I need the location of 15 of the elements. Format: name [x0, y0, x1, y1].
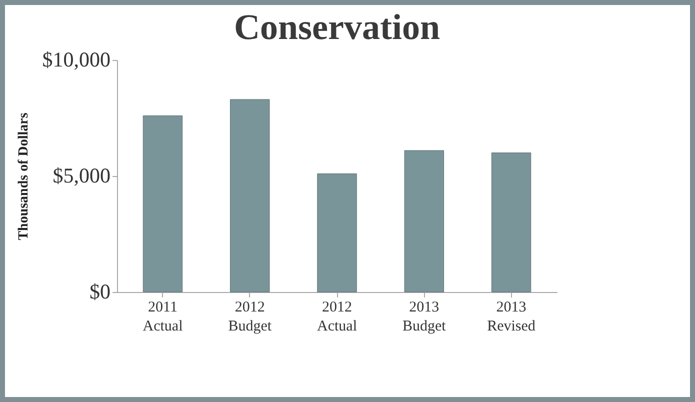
x-tick-label: 2013 Budget	[402, 300, 447, 334]
bar	[317, 173, 357, 292]
x-tick-label: 2012 Actual	[317, 300, 357, 334]
chart-title: Conservation	[234, 7, 440, 47]
bar	[230, 99, 270, 292]
y-tick-label: $0	[90, 280, 110, 304]
x-tick-label: 2013 Revised	[487, 300, 536, 334]
y-tick-label: $5,000	[52, 164, 110, 188]
bar	[142, 115, 183, 292]
x-tick-label: 2012 Budget	[228, 300, 272, 334]
y-axis-title: Thousands of Dollars	[16, 112, 32, 240]
bar	[491, 152, 532, 292]
bar	[404, 150, 444, 292]
y-tick-label: $10,000	[42, 48, 110, 72]
x-tick-label: 2011 Actual	[142, 300, 183, 334]
